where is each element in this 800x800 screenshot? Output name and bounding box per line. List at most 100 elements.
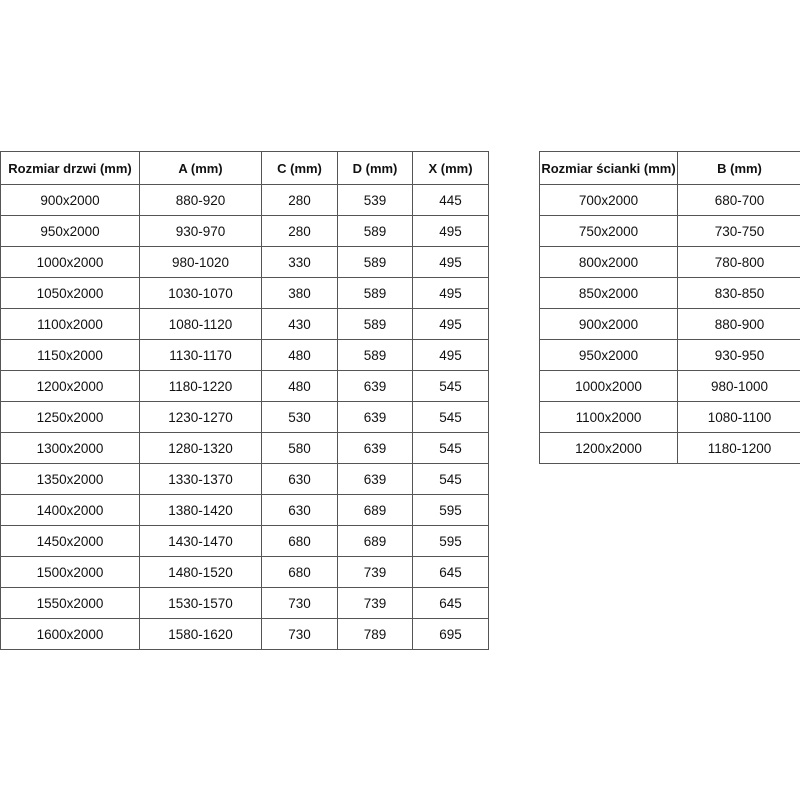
table-header-row: Rozmiar drzwi (mm) A (mm) C (mm) D (mm) X (m… <box>0 151 489 185</box>
table-cell: 850x2000 <box>539 277 678 309</box>
table-cell: 930-950 <box>677 339 800 371</box>
column-header: B (mm) <box>677 151 800 185</box>
table-cell: 1100x2000 <box>0 308 140 340</box>
table-cell: 1480-1520 <box>139 556 262 588</box>
table-cell: 280 <box>261 184 338 216</box>
table-cell: 1080-1100 <box>677 401 800 433</box>
table-cell: 645 <box>412 587 489 619</box>
table-cell: 1430-1470 <box>139 525 262 557</box>
table-cell: 680 <box>261 525 338 557</box>
table-row: 750x2000 730-750 <box>539 215 800 247</box>
column-header: C (mm) <box>261 151 338 185</box>
table-cell: 630 <box>261 463 338 495</box>
table-cell: 495 <box>412 308 489 340</box>
table-cell: 1400x2000 <box>0 494 140 526</box>
table-cell: 1100x2000 <box>539 401 678 433</box>
table-cell: 680-700 <box>677 184 800 216</box>
table-row: 1600x2000 1580-1620 730 789 695 <box>0 618 489 650</box>
table-cell: 700x2000 <box>539 184 678 216</box>
table-cell: 739 <box>337 556 413 588</box>
column-header: Rozmiar ścianki (mm) <box>539 151 678 185</box>
table-cell: 495 <box>412 215 489 247</box>
table-cell: 1000x2000 <box>0 246 140 278</box>
table-row: 1200x2000 1180-1220 480 639 545 <box>0 370 489 402</box>
table-cell: 730 <box>261 587 338 619</box>
table-row: 800x2000 780-800 <box>539 246 800 278</box>
table-row: 1050x2000 1030-1070 380 589 495 <box>0 277 489 309</box>
table-row: 1300x2000 1280-1320 580 639 545 <box>0 432 489 464</box>
table-cell: 1230-1270 <box>139 401 262 433</box>
table-cell: 589 <box>337 339 413 371</box>
table-cell: 1030-1070 <box>139 277 262 309</box>
table-cell: 680 <box>261 556 338 588</box>
table-cell: 980-1020 <box>139 246 262 278</box>
table-row: 1250x2000 1230-1270 530 639 545 <box>0 401 489 433</box>
column-header: D (mm) <box>337 151 413 185</box>
table-cell: 1080-1120 <box>139 308 262 340</box>
table-row: 1400x2000 1380-1420 630 689 595 <box>0 494 489 526</box>
table-row: 1350x2000 1330-1370 630 639 545 <box>0 463 489 495</box>
table-cell: 545 <box>412 432 489 464</box>
table-cell: 495 <box>412 339 489 371</box>
table-row: 1150x2000 1130-1170 480 589 495 <box>0 339 489 371</box>
table-row: 1100x2000 1080-1120 430 589 495 <box>0 308 489 340</box>
table-row: 950x2000 930-970 280 589 495 <box>0 215 489 247</box>
table-cell: 789 <box>337 618 413 650</box>
table-cell: 1280-1320 <box>139 432 262 464</box>
table-row: 900x2000 880-920 280 539 445 <box>0 184 489 216</box>
table-cell: 545 <box>412 370 489 402</box>
table-cell: 545 <box>412 463 489 495</box>
table-cell: 480 <box>261 370 338 402</box>
table-cell: 750x2000 <box>539 215 678 247</box>
table-cell: 539 <box>337 184 413 216</box>
table-cell: 900x2000 <box>539 308 678 340</box>
table-cell: 695 <box>412 618 489 650</box>
table-cell: 330 <box>261 246 338 278</box>
table-cell: 1580-1620 <box>139 618 262 650</box>
table-cell: 645 <box>412 556 489 588</box>
table-cell: 1000x2000 <box>539 370 678 402</box>
column-header: X (mm) <box>412 151 489 185</box>
table-cell: 950x2000 <box>539 339 678 371</box>
table-header-row: Rozmiar ścianki (mm) B (mm) <box>539 151 800 185</box>
table-cell: 380 <box>261 277 338 309</box>
table-cell: 639 <box>337 401 413 433</box>
table-cell: 730 <box>261 618 338 650</box>
table-row: 1200x2000 1180-1200 <box>539 432 800 464</box>
table-cell: 280 <box>261 215 338 247</box>
table-cell: 595 <box>412 525 489 557</box>
table-cell: 980-1000 <box>677 370 800 402</box>
table-cell: 1050x2000 <box>0 277 140 309</box>
table-row: 700x2000 680-700 <box>539 184 800 216</box>
table-cell: 1150x2000 <box>0 339 140 371</box>
table-cell: 1350x2000 <box>0 463 140 495</box>
table-cell: 1130-1170 <box>139 339 262 371</box>
table-row: 1000x2000 980-1000 <box>539 370 800 402</box>
table-cell: 639 <box>337 432 413 464</box>
table-cell: 800x2000 <box>539 246 678 278</box>
table-cell: 950x2000 <box>0 215 140 247</box>
table-row: 1000x2000 980-1020 330 589 495 <box>0 246 489 278</box>
table-cell: 589 <box>337 308 413 340</box>
table-cell: 495 <box>412 277 489 309</box>
table-cell: 639 <box>337 370 413 402</box>
table-cell: 1300x2000 <box>0 432 140 464</box>
table-cell: 1500x2000 <box>0 556 140 588</box>
table-cell: 430 <box>261 308 338 340</box>
table-cell: 589 <box>337 246 413 278</box>
table-cell: 495 <box>412 246 489 278</box>
table-cell: 480 <box>261 339 338 371</box>
table-cell: 1200x2000 <box>0 370 140 402</box>
table-cell: 689 <box>337 494 413 526</box>
table-row: 850x2000 830-850 <box>539 277 800 309</box>
table-cell: 589 <box>337 215 413 247</box>
table-cell: 445 <box>412 184 489 216</box>
table-row: 950x2000 930-950 <box>539 339 800 371</box>
table-cell: 900x2000 <box>0 184 140 216</box>
table-cell: 1530-1570 <box>139 587 262 619</box>
table-cell: 1380-1420 <box>139 494 262 526</box>
table-cell: 1330-1370 <box>139 463 262 495</box>
table-cell: 1200x2000 <box>539 432 678 464</box>
table-cell: 580 <box>261 432 338 464</box>
door-size-table: Rozmiar drzwi (mm) A (mm) C (mm) D (mm) X (m… <box>0 151 489 650</box>
